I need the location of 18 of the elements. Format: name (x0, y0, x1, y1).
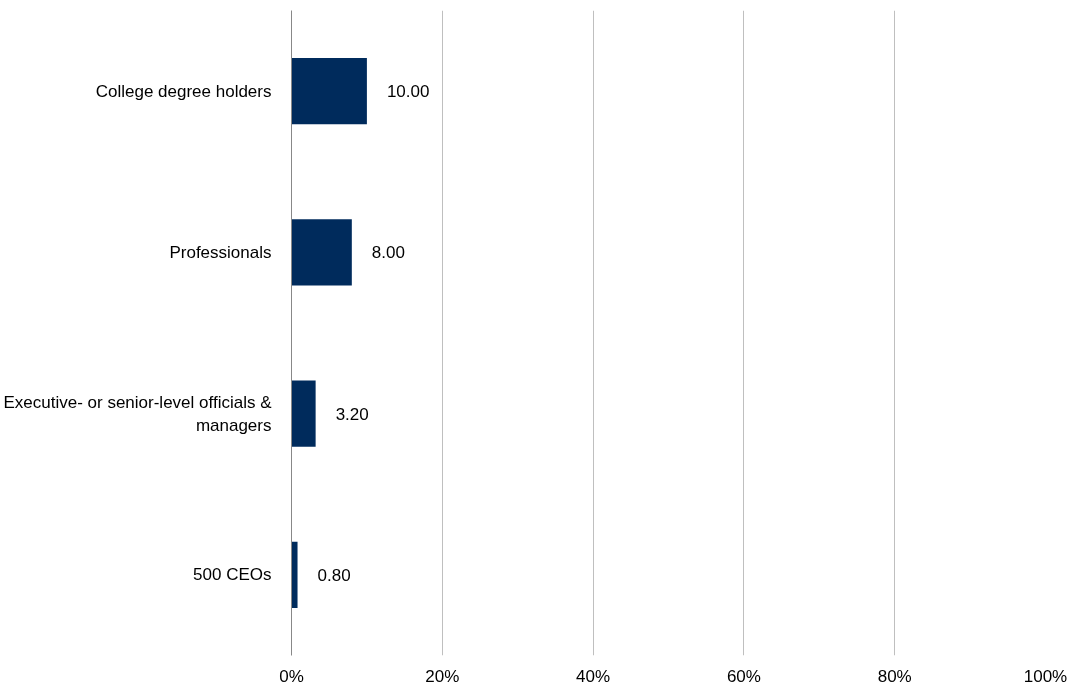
x-tick-label: 60% (726, 666, 761, 686)
bar (291, 219, 352, 286)
bar (291, 541, 298, 608)
data-label: 3.20 (335, 404, 369, 424)
y-tick-label: Professionals (169, 242, 272, 262)
data-label: 0.80 (317, 565, 351, 585)
y-tick-label: College degree holders (95, 81, 272, 101)
y-tick-label: Executive- or senior-level officials & managers (3, 392, 273, 435)
data-label: 10.00 (386, 82, 430, 102)
y-tick-label: 500 CEOs (193, 565, 272, 585)
x-tick-label: 40% (576, 666, 611, 686)
x-tick-label: 0% (279, 666, 304, 686)
bar (291, 58, 367, 125)
data-label: 8.00 (371, 243, 405, 263)
x-tick-label: 20% (425, 666, 460, 686)
bar (291, 380, 316, 447)
x-tick-label: 100% (1023, 666, 1068, 686)
x-tick-label: 80% (877, 666, 912, 686)
